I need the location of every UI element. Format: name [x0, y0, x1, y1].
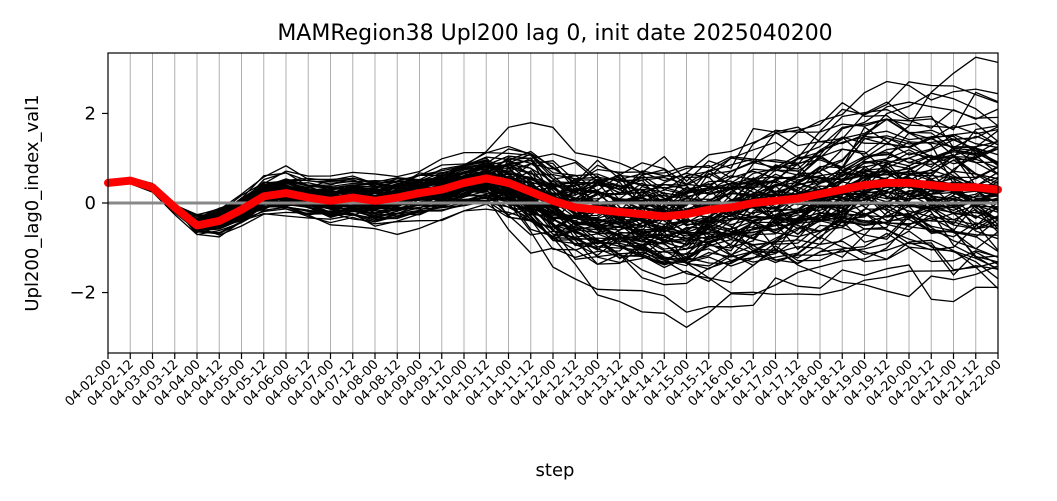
y-tick-label: 2 — [85, 103, 96, 124]
ensemble-mean-line — [104, 174, 1002, 230]
y-tick-label: −2 — [69, 283, 96, 304]
y-tick-label: 0 — [85, 193, 96, 214]
ensemble-member-line — [108, 162, 998, 233]
ensemble-member-line — [108, 180, 998, 280]
ensemble-member-line — [108, 153, 998, 222]
y-axis: −2 0 2 — [69, 103, 108, 304]
y-axis-label: Upl200_lag0_index_val1 — [22, 94, 43, 311]
x-axis: 04-02-0004-02-1204-03-0004-03-1204-04-00… — [62, 353, 1005, 410]
ensemble-member-line — [108, 136, 998, 227]
chart-title: MAMRegion38 Upl200 lag 0, init date 2025… — [277, 21, 832, 46]
x-axis-label: step — [536, 460, 575, 481]
